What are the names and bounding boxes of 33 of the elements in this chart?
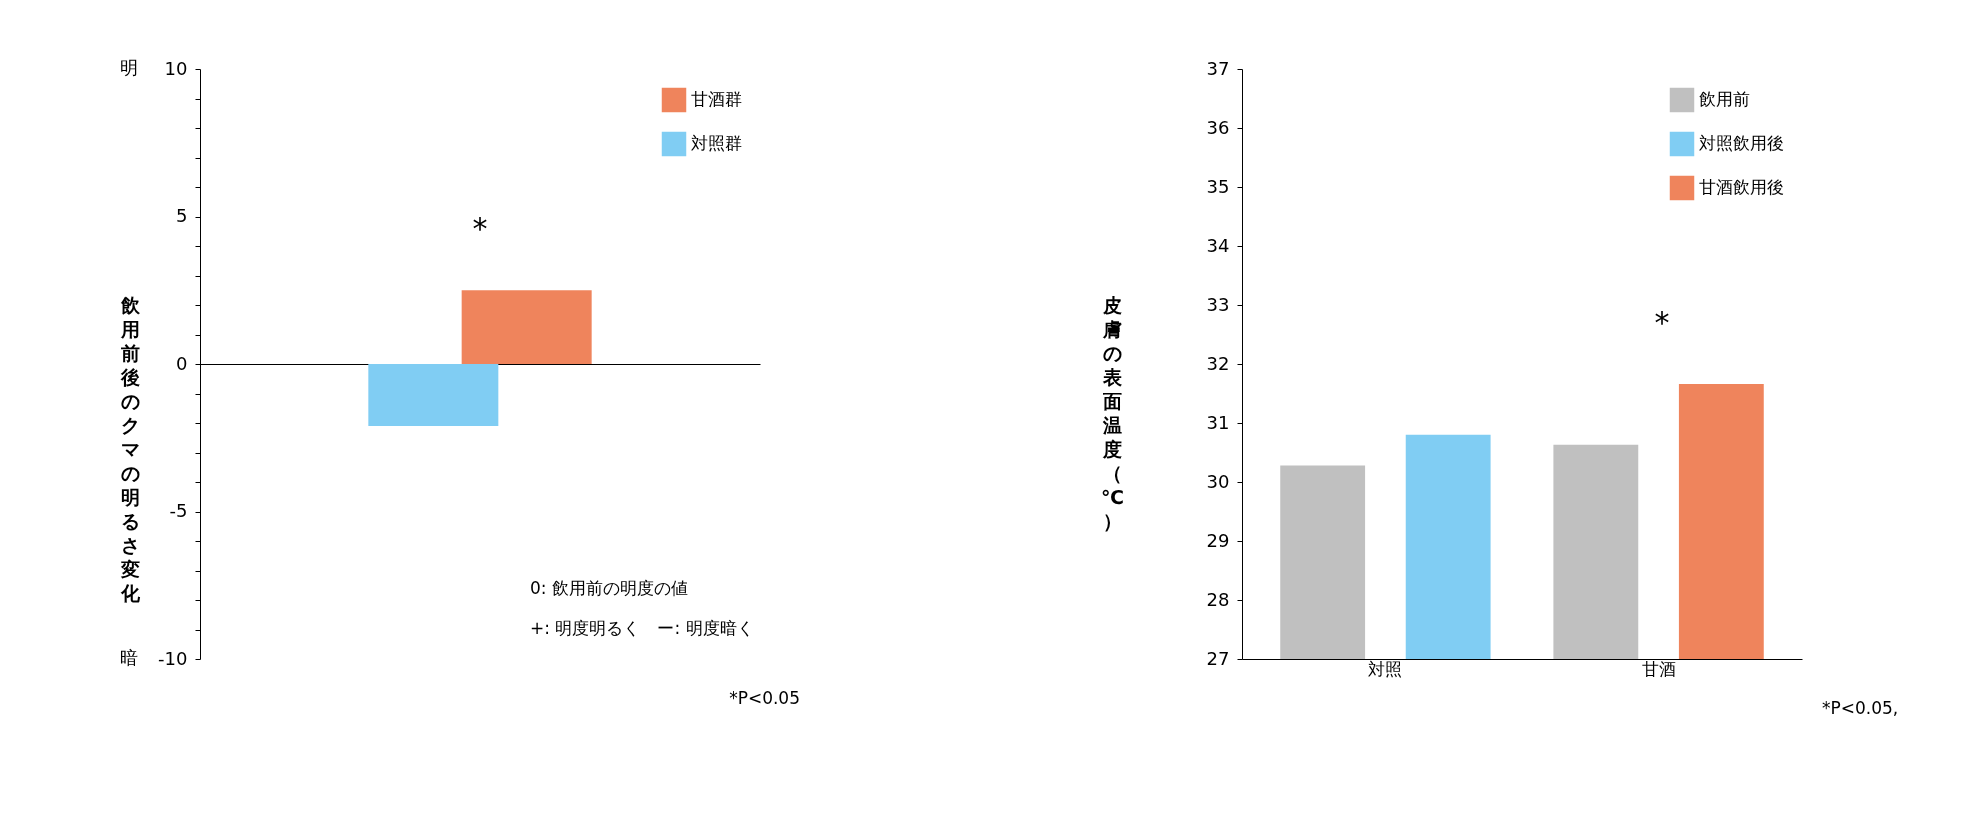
- text: 皮膚の表面温度（℃）: [1100, 293, 1125, 532]
- y-tick-label: 34: [1206, 234, 1230, 256]
- legend-label: 対照飲用後: [1699, 133, 1784, 153]
- y-tick-label: 37: [1206, 57, 1230, 79]
- y-tick-label: 10: [164, 57, 188, 79]
- y-tick-label: -5: [169, 500, 188, 521]
- x-tick-label: 対照: [1368, 658, 1403, 679]
- annotation: 0: 飲用前の明度の値: [530, 578, 688, 598]
- y-tick-label: -10: [158, 647, 188, 669]
- y-tick-label: 27: [1206, 647, 1230, 669]
- y-tick-label: 5: [176, 205, 188, 226]
- y-tick-label: 32: [1206, 352, 1230, 374]
- text: 暗: [120, 647, 138, 668]
- y-tick-label: 30: [1206, 470, 1230, 492]
- annotation: *: [1654, 305, 1670, 341]
- text: 明: [120, 57, 138, 78]
- y-tick-label: 31: [1206, 411, 1230, 433]
- y-tick-label: 0: [176, 352, 188, 374]
- y-tick-label: 35: [1206, 175, 1230, 197]
- legend-label: 対照群: [691, 133, 742, 153]
- y-tick-label: 28: [1206, 588, 1230, 610]
- y-tick-label: 29: [1206, 529, 1230, 551]
- annotation: *: [472, 211, 488, 247]
- y-tick-label: 33: [1206, 293, 1230, 315]
- legend-label: 飲用前: [1699, 89, 1750, 109]
- y-tick-label: 36: [1206, 116, 1230, 138]
- text: 飲用前後のクマの明るさ変化: [121, 293, 140, 604]
- legend-label: 甘酒群: [691, 89, 742, 109]
- x-tick-label: 甘酒: [1641, 658, 1676, 679]
- annotation: +: 明度明るく ー: 明度暗く: [530, 618, 754, 638]
- legend-label: 甘酒飲用後: [1699, 177, 1784, 197]
- text: *P<0.05,: [1822, 698, 1899, 718]
- text: *P<0.05: [729, 688, 800, 708]
